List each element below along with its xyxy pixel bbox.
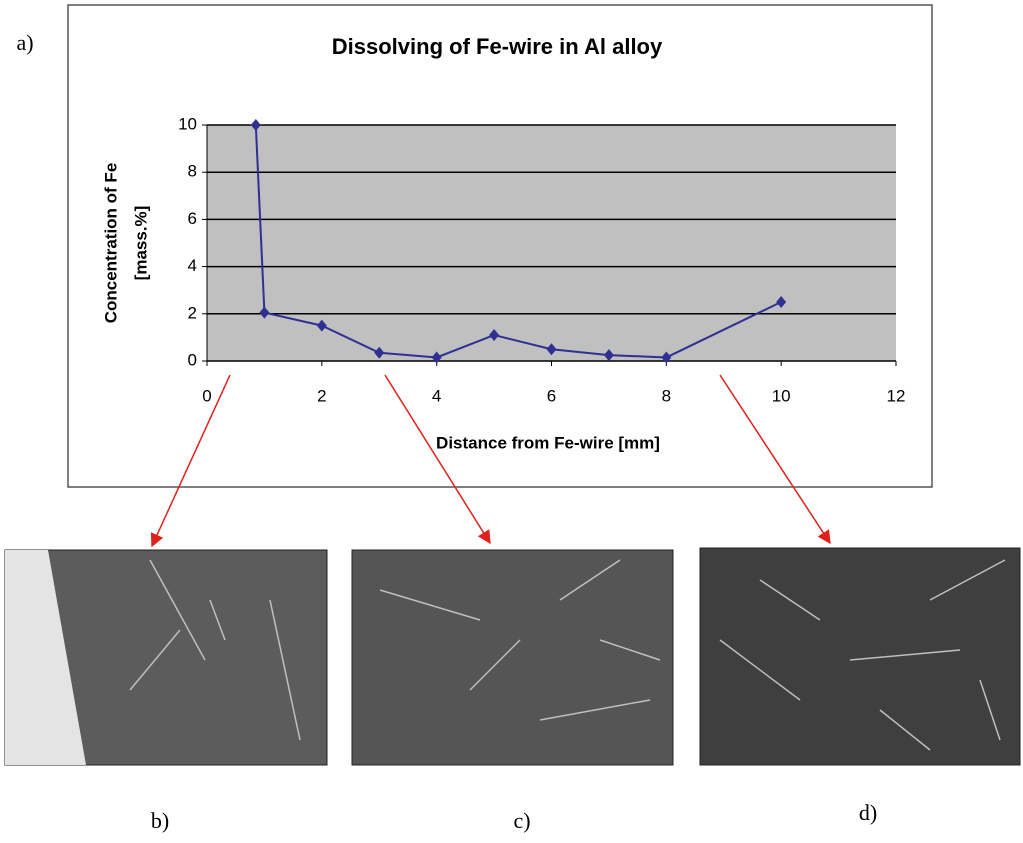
x-tick-label: 2 (317, 386, 326, 405)
x-tick-label: 6 (547, 386, 556, 405)
y-tick-label: 4 (188, 256, 197, 275)
figure: a) Dissolving of Fe-wire in Al alloy Dis… (0, 0, 1023, 838)
y-tick-label: 10 (178, 114, 197, 133)
micrograph (352, 550, 673, 765)
panel-label: b) (151, 808, 169, 833)
micrograph (700, 548, 1020, 765)
panel-label: a) (16, 30, 33, 55)
x-tick-label: 8 (662, 386, 671, 405)
micrograph (5, 550, 327, 765)
x-tick-label: 10 (772, 386, 791, 405)
x-tick-label: 12 (887, 386, 906, 405)
y-tick-label: 6 (188, 209, 197, 228)
y-axis-label-line: [mass.%] (131, 206, 150, 281)
y-tick-label: 2 (188, 303, 197, 322)
micrograph-image (700, 548, 1020, 765)
y-tick-label: 8 (188, 162, 197, 181)
x-axis-label: Distance from Fe-wire [mm] (436, 433, 660, 452)
chart-title: Dissolving of Fe-wire in Al alloy (332, 34, 663, 59)
x-tick-label: 0 (202, 386, 211, 405)
y-tick-label: 0 (188, 350, 197, 369)
micrograph-image (352, 550, 673, 765)
y-axis-label-line: Concentration of Fe (101, 163, 120, 324)
panel-label: d) (859, 800, 877, 825)
plot-background (207, 125, 896, 361)
panel-label: c) (513, 808, 530, 833)
x-tick-label: 4 (432, 386, 441, 405)
